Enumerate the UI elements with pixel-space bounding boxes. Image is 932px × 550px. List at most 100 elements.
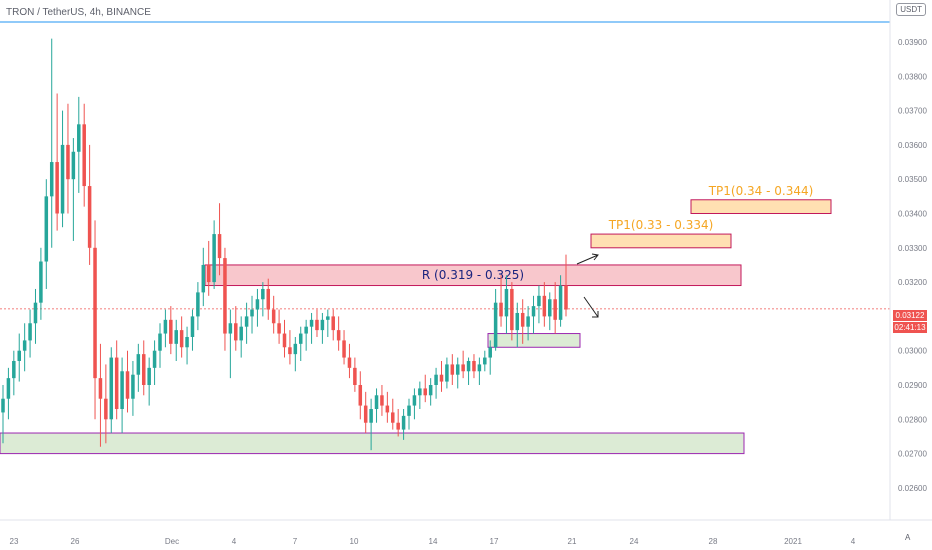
candle-body xyxy=(212,234,216,283)
price-axis[interactable]: 0.03900 0.03800 0.03700 0.03600 0.03500 0.034… xyxy=(898,38,927,493)
candle-body xyxy=(234,323,238,341)
candle-body xyxy=(531,306,536,317)
y-tick-label: 0.02900 xyxy=(898,381,927,390)
y-tick-label: 0.03800 xyxy=(898,72,927,81)
candle-body xyxy=(520,312,525,327)
candle-body xyxy=(104,398,108,420)
candle-body xyxy=(28,323,32,341)
x-tick-label: 4 xyxy=(851,537,856,546)
candle-body xyxy=(320,319,325,331)
candle-body xyxy=(109,357,114,420)
candle-body xyxy=(477,364,482,372)
candle-body xyxy=(163,319,168,334)
candle-body xyxy=(504,288,509,317)
candle-body xyxy=(1,398,5,413)
zone-rect xyxy=(0,432,745,455)
zone-rect xyxy=(487,333,581,348)
candle-body xyxy=(493,302,498,348)
candle-body xyxy=(336,330,341,341)
candle-body xyxy=(309,319,314,327)
candle-body xyxy=(315,319,319,331)
candle-body xyxy=(526,316,530,327)
candle-body xyxy=(304,326,308,334)
candle-body xyxy=(196,292,200,317)
candle-body xyxy=(542,295,547,317)
zone-label: TP1(0.34 - 0.344) xyxy=(708,184,814,198)
candle-body xyxy=(131,374,135,399)
candle-body xyxy=(22,340,27,351)
candle-body xyxy=(293,343,298,355)
candle-body xyxy=(125,371,130,399)
candles-layer xyxy=(1,38,568,451)
candle-body xyxy=(483,357,487,365)
candle-body xyxy=(271,309,276,324)
candle-body xyxy=(244,316,249,327)
candle-body xyxy=(39,261,43,303)
candle-body xyxy=(87,186,92,248)
last-price-tag: 0.03122 xyxy=(893,310,927,321)
y-tick-label: 0.02700 xyxy=(898,450,927,459)
candle-body xyxy=(55,162,59,214)
annotations-layer xyxy=(576,253,599,318)
x-tick-label: 17 xyxy=(490,537,499,546)
x-tick-label: 23 xyxy=(10,537,19,546)
candle-body xyxy=(82,124,86,187)
candle-body xyxy=(141,354,146,385)
zones-layer: R (0.319 - 0.325) TP1(0.33 - 0.334) TP1(0.… xyxy=(0,21,890,455)
candle-body xyxy=(147,367,151,385)
candle-body xyxy=(298,333,303,344)
x-tick-label: 24 xyxy=(630,537,639,546)
candle-body xyxy=(169,319,173,344)
candle-body xyxy=(6,378,11,399)
y-tick-label: 0.03300 xyxy=(898,244,927,253)
candle-body xyxy=(558,285,563,320)
candle-body xyxy=(250,309,254,317)
candle-body xyxy=(331,316,335,331)
y-tick-label: 0.02800 xyxy=(898,415,927,424)
candle-body xyxy=(374,395,379,410)
candle-body xyxy=(358,385,363,406)
y-tick-label: 0.03000 xyxy=(898,347,927,356)
candle-body xyxy=(158,333,162,351)
x-tick-label: 7 xyxy=(293,537,298,546)
y-tick-label: 0.03500 xyxy=(898,175,927,184)
candle-body xyxy=(277,323,281,334)
candle-body xyxy=(515,312,520,331)
candle-body xyxy=(396,422,400,430)
candle-body xyxy=(510,288,514,331)
candle-body xyxy=(49,162,54,197)
candle-body xyxy=(401,415,406,430)
currency-badge[interactable]: USDT xyxy=(896,3,926,16)
candle-body xyxy=(152,350,157,368)
x-tick-label: Dec xyxy=(165,537,179,546)
candle-body xyxy=(385,405,390,413)
candle-body xyxy=(548,299,552,317)
candle-body xyxy=(488,347,492,358)
candle-body xyxy=(185,336,189,348)
zone-label: TP1(0.33 - 0.334) xyxy=(608,218,714,232)
candle-body xyxy=(136,354,141,375)
candle-body xyxy=(12,360,16,379)
candle-body xyxy=(347,357,352,368)
candle-body xyxy=(190,316,195,337)
candle-body xyxy=(380,395,384,406)
candle-body xyxy=(472,360,476,372)
candle-body xyxy=(98,378,103,399)
candle-body xyxy=(407,405,411,416)
candle-body xyxy=(261,288,265,300)
arrow-up-annotation xyxy=(576,253,599,265)
candle-body xyxy=(418,388,422,396)
candle-body xyxy=(537,295,541,307)
auto-scale-button[interactable]: A xyxy=(905,533,911,542)
zone-rect xyxy=(590,233,732,249)
time-axis[interactable]: 23 26 Dec 4 7 10 14 17 21 24 28 2021 4 xyxy=(10,537,856,546)
candle-body xyxy=(363,405,368,423)
candle-body xyxy=(60,144,65,214)
candle-body xyxy=(33,302,38,324)
candle-body xyxy=(266,288,271,310)
zone-rect xyxy=(690,199,832,214)
x-tick-label: 21 xyxy=(568,537,577,546)
y-tick-label: 0.03700 xyxy=(898,107,927,116)
x-tick-label: 14 xyxy=(429,537,438,546)
